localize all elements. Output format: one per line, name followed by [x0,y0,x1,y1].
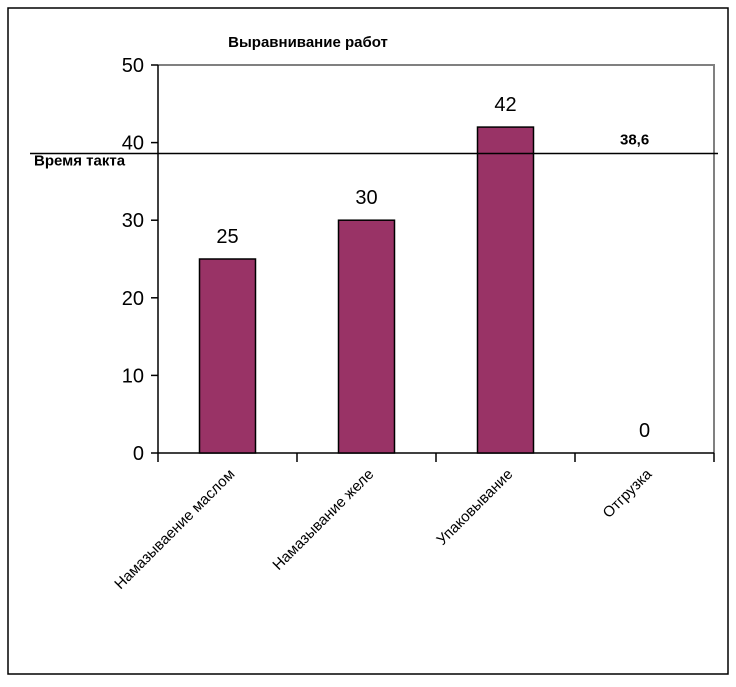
y-tick-label: 0 [133,443,144,465]
y-tick-label: 10 [122,365,144,387]
data-label: 25 [216,226,238,248]
bar [337,219,396,454]
y-tick-label: 30 [122,210,144,232]
chart-title: Выравнивание работ [228,34,388,51]
y-tick-label: 40 [122,133,144,155]
bar [198,258,257,454]
data-label: 0 [639,420,650,442]
takt-time-label: Время такта [34,152,126,169]
plot-border [158,64,715,453]
bar [476,126,535,454]
data-label: 42 [494,94,516,116]
y-tick-label: 20 [122,288,144,310]
y-tick-label: 50 [122,55,144,77]
takt-time-value: 38,6 [620,131,649,148]
data-label: 30 [355,187,377,209]
